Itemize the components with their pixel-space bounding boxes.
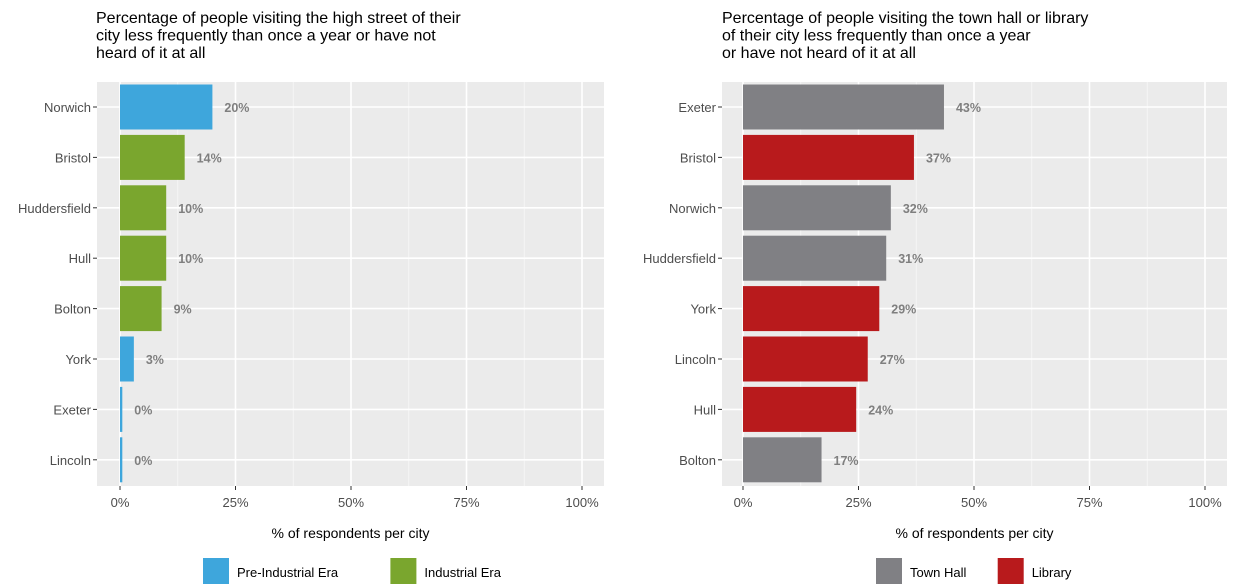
data-label: 27% [880,353,905,367]
y-tick-label: York [690,302,716,317]
y-tick-label: Exeter [53,402,91,417]
legend-swatch [997,558,1024,584]
y-tick-label: Lincoln [50,453,91,468]
bar-huddersfield [120,185,167,231]
data-label: 10% [178,202,203,216]
y-tick-label: Huddersfield [18,201,91,216]
x-tick-label: 100% [565,495,599,510]
x-tick-label: 0% [111,495,130,510]
bar-hull [120,235,167,281]
y-tick-label: Exeter [678,100,716,115]
chart-title-line: Percentage of people visiting the town h… [722,10,1088,27]
chart-town-hall-library: Percentage of people visiting the town h… [643,10,1227,584]
x-tick-label: 25% [845,495,871,510]
legend-label: Pre-Industrial Era [237,565,339,580]
y-tick-label: Lincoln [675,352,716,367]
bar-norwich [743,185,891,231]
data-label: 32% [903,202,928,216]
legend-swatch [876,558,902,584]
chart-high-street: Percentage of people visiting the high s… [18,10,604,584]
chart-title-line: Percentage of people visiting the high s… [96,10,461,27]
bar-bolton [120,286,162,332]
bar-hull [743,386,857,432]
legend-swatch [390,558,417,584]
x-tick-label: 75% [453,495,479,510]
x-tick-label: 50% [338,495,364,510]
y-tick-label: Bolton [679,453,716,468]
data-label: 31% [898,252,923,266]
legend-label: Industrial Era [424,565,501,580]
data-label: 29% [891,303,916,317]
bar-exeter [743,84,944,130]
data-label: 17% [834,454,859,468]
legend-swatch [203,558,229,584]
bar-york [120,336,134,382]
x-tick-label: 100% [1188,495,1222,510]
legend-label: Town Hall [910,565,966,580]
data-label: 14% [197,151,222,165]
legend-label: Library [1032,565,1072,580]
x-tick-label: 0% [734,495,753,510]
x-tick-label: 25% [222,495,248,510]
chart-title-line: of their city less frequently than once … [722,28,1031,45]
bar-lincoln [120,437,123,483]
bar-bristol [743,134,914,180]
bar-bristol [120,134,185,180]
y-tick-label: Bolton [54,302,91,317]
y-tick-label: Norwich [669,201,716,216]
y-tick-label: Norwich [44,100,91,115]
data-label: 3% [146,353,164,367]
bar-bolton [743,437,822,483]
x-axis-title: % of respondents per city [272,525,430,541]
bar-norwich [120,84,213,130]
data-label: 20% [224,101,249,115]
data-label: 10% [178,252,203,266]
x-tick-label: 75% [1076,495,1102,510]
bar-huddersfield [743,235,887,281]
data-label: 9% [174,303,192,317]
x-tick-label: 50% [961,495,987,510]
y-tick-label: Bristol [680,150,716,165]
data-label: 0% [134,403,152,417]
data-label: 37% [926,151,951,165]
y-tick-label: Huddersfield [643,251,716,266]
chart-title-line: city less frequently than once a year or… [96,28,436,45]
x-axis-title: % of respondents per city [896,525,1054,541]
bar-lincoln [743,336,868,382]
bar-exeter [120,386,123,432]
chart-title-line: heard of it at all [96,45,205,62]
data-label: 24% [868,403,893,417]
data-label: 0% [134,454,152,468]
y-tick-label: Hull [694,402,717,417]
y-tick-label: Hull [69,251,92,266]
chart-title-line: or have not heard of it at all [722,45,916,62]
y-tick-label: Bristol [55,150,91,165]
bar-york [743,286,880,332]
data-label: 43% [956,101,981,115]
y-tick-label: York [65,352,91,367]
